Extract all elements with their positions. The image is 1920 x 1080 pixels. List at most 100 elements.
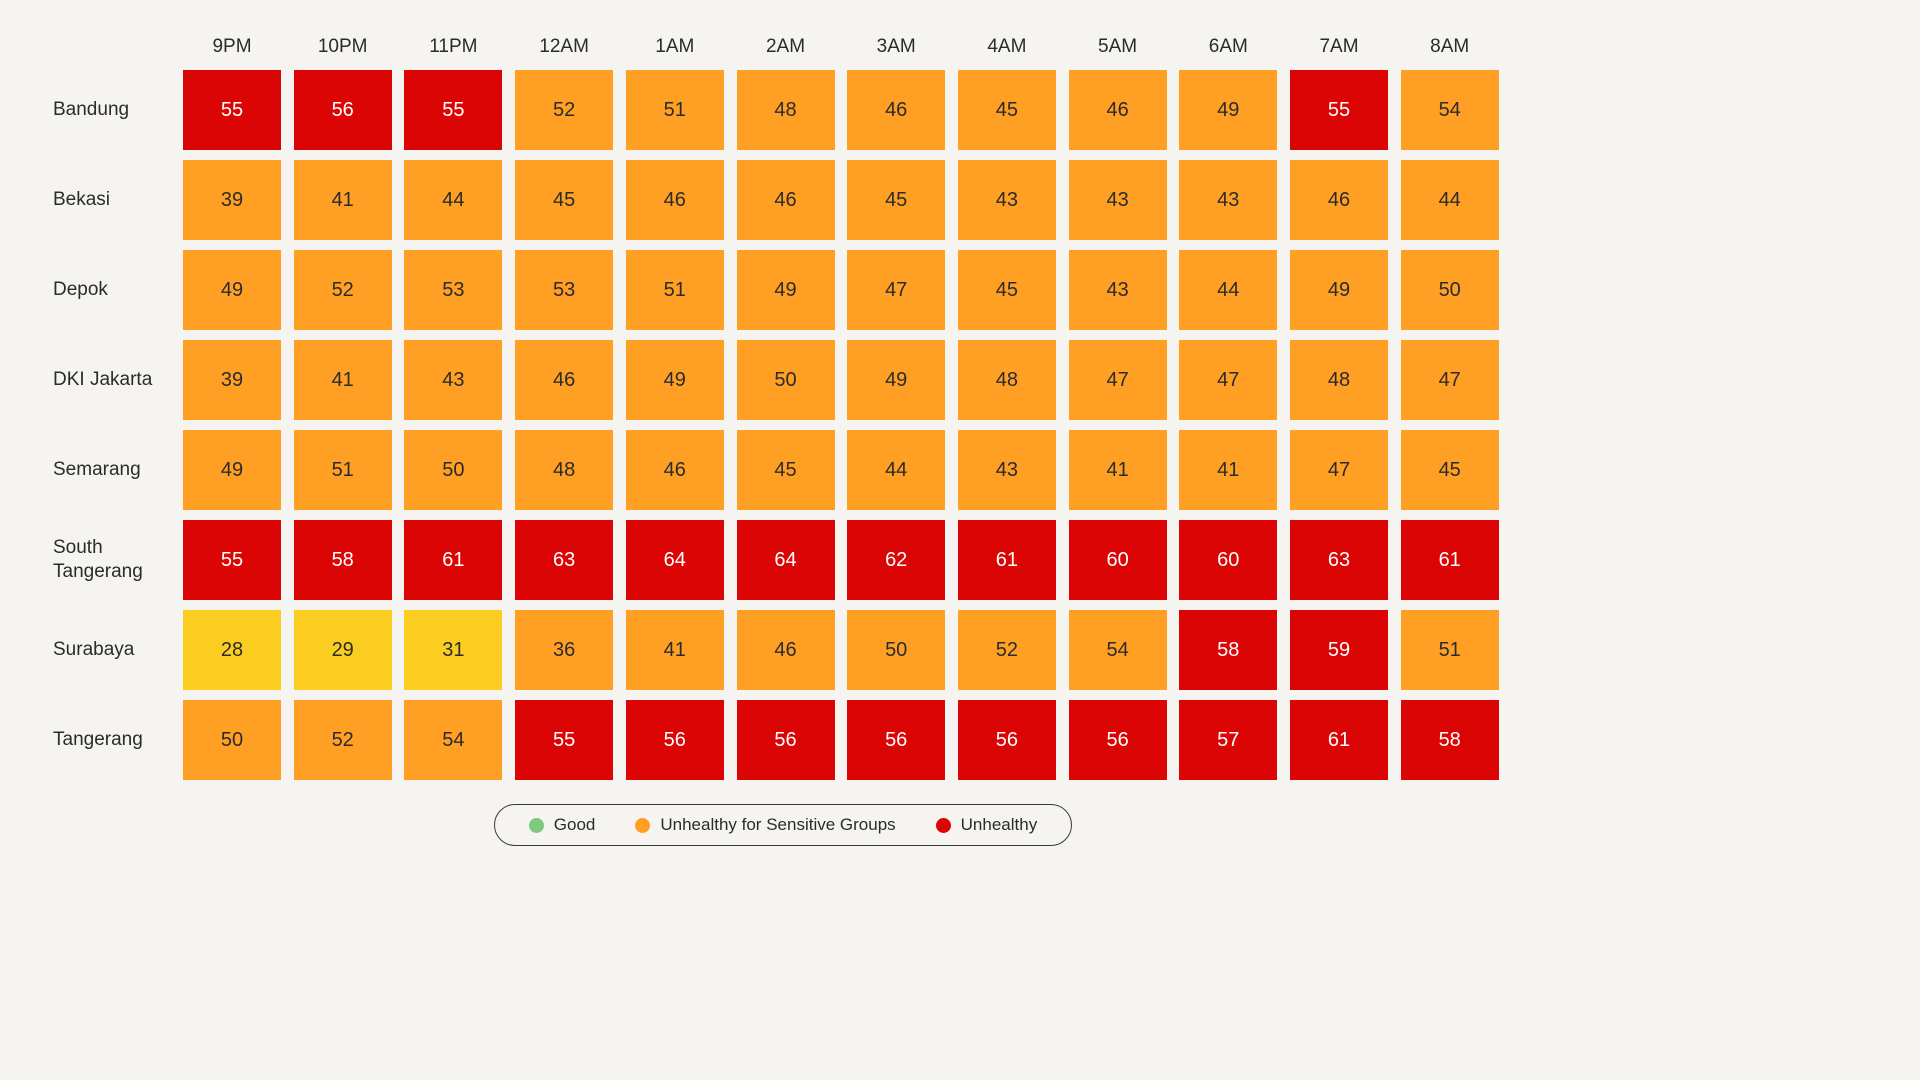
- heatmap-cell: 50: [183, 700, 281, 780]
- heatmap-cell: 43: [957, 430, 1056, 510]
- column-header: 11PM: [429, 36, 478, 57]
- row-label: Depok: [53, 279, 108, 300]
- heatmap-cell: 61: [404, 520, 503, 600]
- heatmap-cell: 47: [1400, 340, 1499, 420]
- heatmap-cell: 50: [404, 430, 503, 510]
- column-header: 10PM: [317, 36, 368, 57]
- legend-label-sensitive: Unhealthy for Sensitive Groups: [660, 815, 896, 834]
- heatmap-cell: 63: [515, 520, 614, 600]
- column-header: 7AM: [1319, 36, 1359, 57]
- heatmap-cell: 61: [957, 520, 1056, 600]
- heatmap-cell: 48: [736, 70, 835, 150]
- heatmap-cell: 47: [1068, 340, 1167, 420]
- heatmap-cell: 48: [515, 430, 614, 510]
- column-header: 1AM: [655, 36, 695, 57]
- row-label: Tangerang: [53, 729, 143, 750]
- heatmap-cell: 61: [1400, 520, 1499, 600]
- heatmap-cell: 46: [1068, 70, 1167, 150]
- heatmap-cell: 47: [1290, 430, 1388, 510]
- heatmap-cell: 61: [1290, 700, 1388, 780]
- heatmap-cell: 44: [404, 160, 503, 240]
- heatmap-chart: 9PM 10PM 11PM 12AM 1AM 2AM 3AM 4AM 5AM 6AM 7AM 8AM …: [53, 36, 1499, 846]
- heatmap-cell: 41: [293, 160, 392, 240]
- heatmap-cell: 41: [1179, 430, 1278, 510]
- heatmap-cell: 46: [625, 160, 724, 240]
- column-header: 3AM: [876, 36, 916, 57]
- legend-swatch-sensitive: [635, 817, 651, 833]
- column-header: 5AM: [1098, 36, 1138, 57]
- legend-label-good: Good: [553, 815, 596, 834]
- heatmap-cell: 60: [1068, 520, 1167, 600]
- heatmap-cell: 45: [736, 430, 835, 510]
- heatmap-cell: 49: [1290, 250, 1388, 330]
- heatmap-cell: 49: [183, 430, 281, 510]
- heatmap-cell: 58: [1400, 700, 1499, 780]
- heatmap-cell: 52: [957, 610, 1056, 690]
- heatmap-cell: 28: [183, 610, 281, 690]
- heatmap-cell: 47: [1179, 340, 1278, 420]
- heatmap-cell: 54: [404, 700, 503, 780]
- heatmap-cell: 59: [1290, 610, 1388, 690]
- heatmap-cell: 54: [1068, 610, 1167, 690]
- column-header: 4AM: [987, 36, 1027, 57]
- heatmap-cell: 54: [1400, 70, 1499, 150]
- heatmap-cell: 46: [736, 160, 835, 240]
- heatmap-cell: 50: [1400, 250, 1499, 330]
- row-label: Surabaya: [53, 639, 135, 660]
- heatmap-cell: 49: [847, 340, 946, 420]
- heatmap-cell: 29: [293, 610, 392, 690]
- legend-swatch-unhealthy: [935, 817, 951, 833]
- heatmap-cell: 64: [625, 520, 724, 600]
- column-header: 2AM: [765, 36, 806, 57]
- heatmap-cell: 49: [625, 340, 724, 420]
- heatmap-cell: 55: [183, 70, 281, 150]
- heatmap-cell: 52: [293, 700, 392, 780]
- legend: Good Unhealthy for Sensitive Groups Unhe…: [494, 804, 1072, 846]
- heatmap-cell: 55: [515, 700, 614, 780]
- heatmap-cell: 53: [515, 250, 614, 330]
- heatmap-cell: 56: [293, 70, 392, 150]
- heatmap-cell: 64: [736, 520, 835, 600]
- heatmap-cell: 45: [957, 250, 1056, 330]
- heatmap-cell: 48: [957, 340, 1056, 420]
- heatmap-cell: 44: [847, 430, 946, 510]
- heatmap-cell: 36: [515, 610, 614, 690]
- heatmap-cell: 39: [183, 160, 281, 240]
- heatmap-cell: 46: [1290, 160, 1388, 240]
- heatmap-cell: 55: [1290, 70, 1388, 150]
- heatmap-cell: 51: [293, 430, 392, 510]
- heatmap-cell: 46: [625, 430, 724, 510]
- heatmap-cell: 49: [183, 250, 281, 330]
- legend-label-unhealthy: Unhealthy: [960, 815, 1038, 834]
- column-header: 8AM: [1430, 36, 1470, 57]
- legend-item-unhealthy: Unhealthy: [935, 815, 1038, 835]
- heatmap-cell: 39: [183, 340, 281, 420]
- heatmap-cell: 50: [847, 610, 946, 690]
- heatmap-cell: 44: [1400, 160, 1499, 240]
- heatmap-cell: 31: [404, 610, 503, 690]
- heatmap-cell: 43: [1068, 250, 1167, 330]
- heatmap-cell: 62: [847, 520, 946, 600]
- heatmap-cell: 51: [625, 250, 724, 330]
- heatmap-cell: 46: [515, 340, 614, 420]
- row-label: Bandung: [53, 99, 130, 120]
- legend-item-sensitive: Unhealthy for Sensitive Groups: [635, 815, 896, 835]
- heatmap-cell: 49: [736, 250, 835, 330]
- heatmap-cell: 49: [1179, 70, 1278, 150]
- heatmap-cell: 44: [1179, 250, 1278, 330]
- column-header: 12AM: [539, 36, 589, 57]
- column-header: 6AM: [1208, 36, 1248, 57]
- heatmap-cell: 56: [847, 700, 946, 780]
- heatmap-cell: 47: [847, 250, 946, 330]
- heatmap-cell: 45: [515, 160, 614, 240]
- heatmap-cell: 58: [1179, 610, 1278, 690]
- heatmap-cell: 63: [1290, 520, 1388, 600]
- heatmap-cell: 43: [404, 340, 503, 420]
- heatmap-cell: 43: [1179, 160, 1278, 240]
- column-header: 9PM: [212, 36, 252, 57]
- row-label: Bekasi: [53, 189, 111, 210]
- heatmap-cell: 52: [293, 250, 392, 330]
- heatmap-cell: 43: [957, 160, 1056, 240]
- heatmap-cell: 55: [183, 520, 281, 600]
- heatmap-cell: 55: [404, 70, 503, 150]
